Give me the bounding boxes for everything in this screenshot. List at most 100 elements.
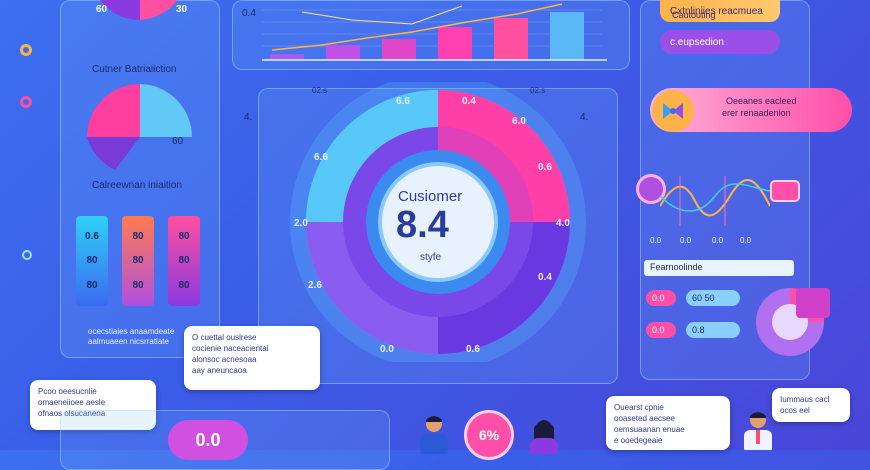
- ring-label-mid-left: 2.0: [294, 218, 308, 229]
- top-bar-1: [270, 54, 304, 60]
- left-bubble-line-2: omaeneiioee aesle: [38, 398, 106, 407]
- bottom-badge-left[interactable]: 0.0: [168, 420, 248, 460]
- top-bar-chart: [262, 3, 607, 61]
- corner-label-left: 02.s: [312, 86, 328, 95]
- second-pill-label: c.eupsedion: [670, 36, 724, 48]
- bar3-label-3: 80: [178, 280, 190, 292]
- wave-label-2: 0.0: [680, 236, 692, 245]
- section2-title: Calreewnan iniaition: [92, 180, 183, 191]
- dot-icon: [20, 44, 32, 56]
- pie-slice-purple: [100, 0, 140, 20]
- row2-value[interactable]: 0.8: [686, 322, 740, 338]
- row1-value-label: 60 50: [692, 293, 715, 303]
- center-bubble-line-3: alonsoc acnesoaa: [192, 355, 257, 364]
- top-pill[interactable]: Cxtnliniies reacmuea: [660, 0, 780, 22]
- top-pill-label: Cxtnliniies reacmuea: [670, 5, 763, 17]
- corner-label-right: 02.s: [530, 86, 546, 95]
- promo-icon-circle: [652, 90, 694, 132]
- right-bubble-line-4: e ooedegeaie: [614, 436, 663, 445]
- ring-label-left: 6.6: [314, 152, 328, 163]
- bottom-badge-left-label: 0.0: [195, 429, 221, 450]
- right-bubble-line-1: Ouearst cpnie: [614, 403, 664, 412]
- center-bubble-line-4: aay aneuncaoa: [192, 366, 247, 375]
- wave-label-1: 0.0: [650, 236, 662, 245]
- top-bar-6: [550, 12, 584, 60]
- left-footer-line-2: aalmuaeen nicsrratlate: [88, 337, 169, 346]
- ring-label-bottom-right: 0.6: [466, 344, 480, 355]
- far-right-speech-bubble: Iummaus cacl ocos eel: [772, 388, 850, 422]
- left-bubble-line-3: ofnaos olsucanena: [38, 409, 106, 418]
- person-illustration: [420, 416, 448, 454]
- wave-label-4: 0.0: [740, 236, 752, 245]
- bar3-label-2: 80: [178, 255, 190, 267]
- top-bar-3: [382, 39, 416, 60]
- ring-label-right-upper: 6.0: [512, 116, 526, 127]
- far-right-bubble-line-1: Iummaus cacl: [780, 395, 830, 404]
- vertical-bar-3[interactable]: 80 80 80: [168, 216, 200, 306]
- row2-tag[interactable]: 0.0: [646, 322, 676, 338]
- bar2-label-3: 80: [132, 280, 144, 292]
- bow-icon: [663, 103, 683, 119]
- vertical-bar-2[interactable]: 80 80 80: [122, 216, 154, 306]
- bar3-label-1: 80: [178, 230, 190, 242]
- ring-label-top-right: 0.4: [462, 96, 476, 107]
- promo-line-1: Oeeanes eacleed: [726, 96, 797, 106]
- left-bubble-line-1: Pcoo oeesucnlie: [38, 387, 97, 396]
- right-bubble-line-3: oemsuaanan enuae: [614, 425, 685, 434]
- row2-tag-label: 0.0: [652, 325, 665, 335]
- vertical-bar-1[interactable]: 0.6 80 80: [76, 216, 108, 306]
- pie-label-2: 30: [176, 4, 188, 15]
- ring-label-corner: 0.4: [538, 272, 552, 283]
- row2-value-label: 0.8: [692, 325, 705, 335]
- top-bar-4: [438, 27, 472, 60]
- pie-label-1: 60: [96, 4, 108, 15]
- bar1-label-1: 0.6: [85, 230, 99, 242]
- top-pie-chart: [100, 0, 178, 20]
- right-speech-bubble: Ouearst cpnie ooaseted aecsee oemsuaanan…: [606, 396, 730, 450]
- bottom-badge-center[interactable]: 6%: [464, 410, 514, 460]
- center-bubble-line-2: cocienie naceacientai: [192, 344, 269, 353]
- bar1-label-3: 80: [86, 280, 98, 292]
- top-axis-label: 0.4: [242, 8, 256, 19]
- half-pie-cyan: [140, 84, 192, 137]
- wave-label-3: 0.0: [712, 236, 724, 245]
- side-label-right: 4.: [580, 112, 589, 123]
- promo-line-2: erer renaadenion: [722, 108, 791, 118]
- dot-icon: [22, 250, 32, 260]
- top-bar-2: [326, 45, 360, 60]
- center-speech-bubble: O cuettal ouslrese cocienie naceacientai…: [184, 326, 320, 390]
- info-bar[interactable]: Fearnoolinde: [644, 260, 794, 276]
- donut-title: Cusiomer: [398, 188, 463, 205]
- half-pie-purple: [87, 137, 140, 170]
- top-pill-sub: Cautouting: [672, 10, 716, 20]
- ring-label-top-left: 6.6: [396, 96, 410, 107]
- row1-value[interactable]: 60 50: [686, 290, 740, 306]
- pie-slice-pink: [140, 0, 178, 20]
- half-pie-label: 60: [172, 136, 184, 147]
- far-right-bubble-line-2: ocos eel: [780, 406, 810, 415]
- top-bar-5: [494, 18, 528, 60]
- bar2-label-2: 80: [132, 255, 144, 267]
- bar1-label-2: 80: [86, 255, 98, 267]
- left-footer-line-1: ocecstiaies anaamdeate: [88, 327, 175, 336]
- wave-line-chart: [660, 176, 770, 226]
- sparkle-icon: [636, 174, 666, 204]
- info-bar-label: Fearnoolinde: [650, 262, 703, 272]
- donut-value: 8.4: [396, 204, 449, 246]
- person-illustration: [744, 412, 772, 450]
- right-bubble-line-2: ooaseted aecsee: [614, 414, 675, 423]
- row1-tag[interactable]: 0.0: [646, 290, 676, 306]
- donut-subtitle: styfe: [420, 252, 442, 263]
- second-pill[interactable]: c.eupsedion: [660, 30, 780, 54]
- ring-label-lower-right: 4.0: [556, 218, 570, 229]
- center-bubble-line-1: O cuettal ouslrese: [192, 333, 257, 342]
- side-label-left: 4.: [244, 112, 253, 123]
- card-icon: [770, 180, 800, 202]
- mini-gauge: [756, 288, 830, 356]
- section1-title: Cutner Batriaiiction: [92, 64, 177, 75]
- half-pie-pink: [87, 84, 140, 137]
- left-speech-bubble: Pcoo oeesucnlie omaeneiioee aesle ofnaos…: [30, 380, 156, 430]
- row1-tag-label: 0.0: [652, 293, 665, 303]
- ring-label-lower-left: 2.6: [308, 280, 322, 291]
- person-illustration: [530, 420, 558, 454]
